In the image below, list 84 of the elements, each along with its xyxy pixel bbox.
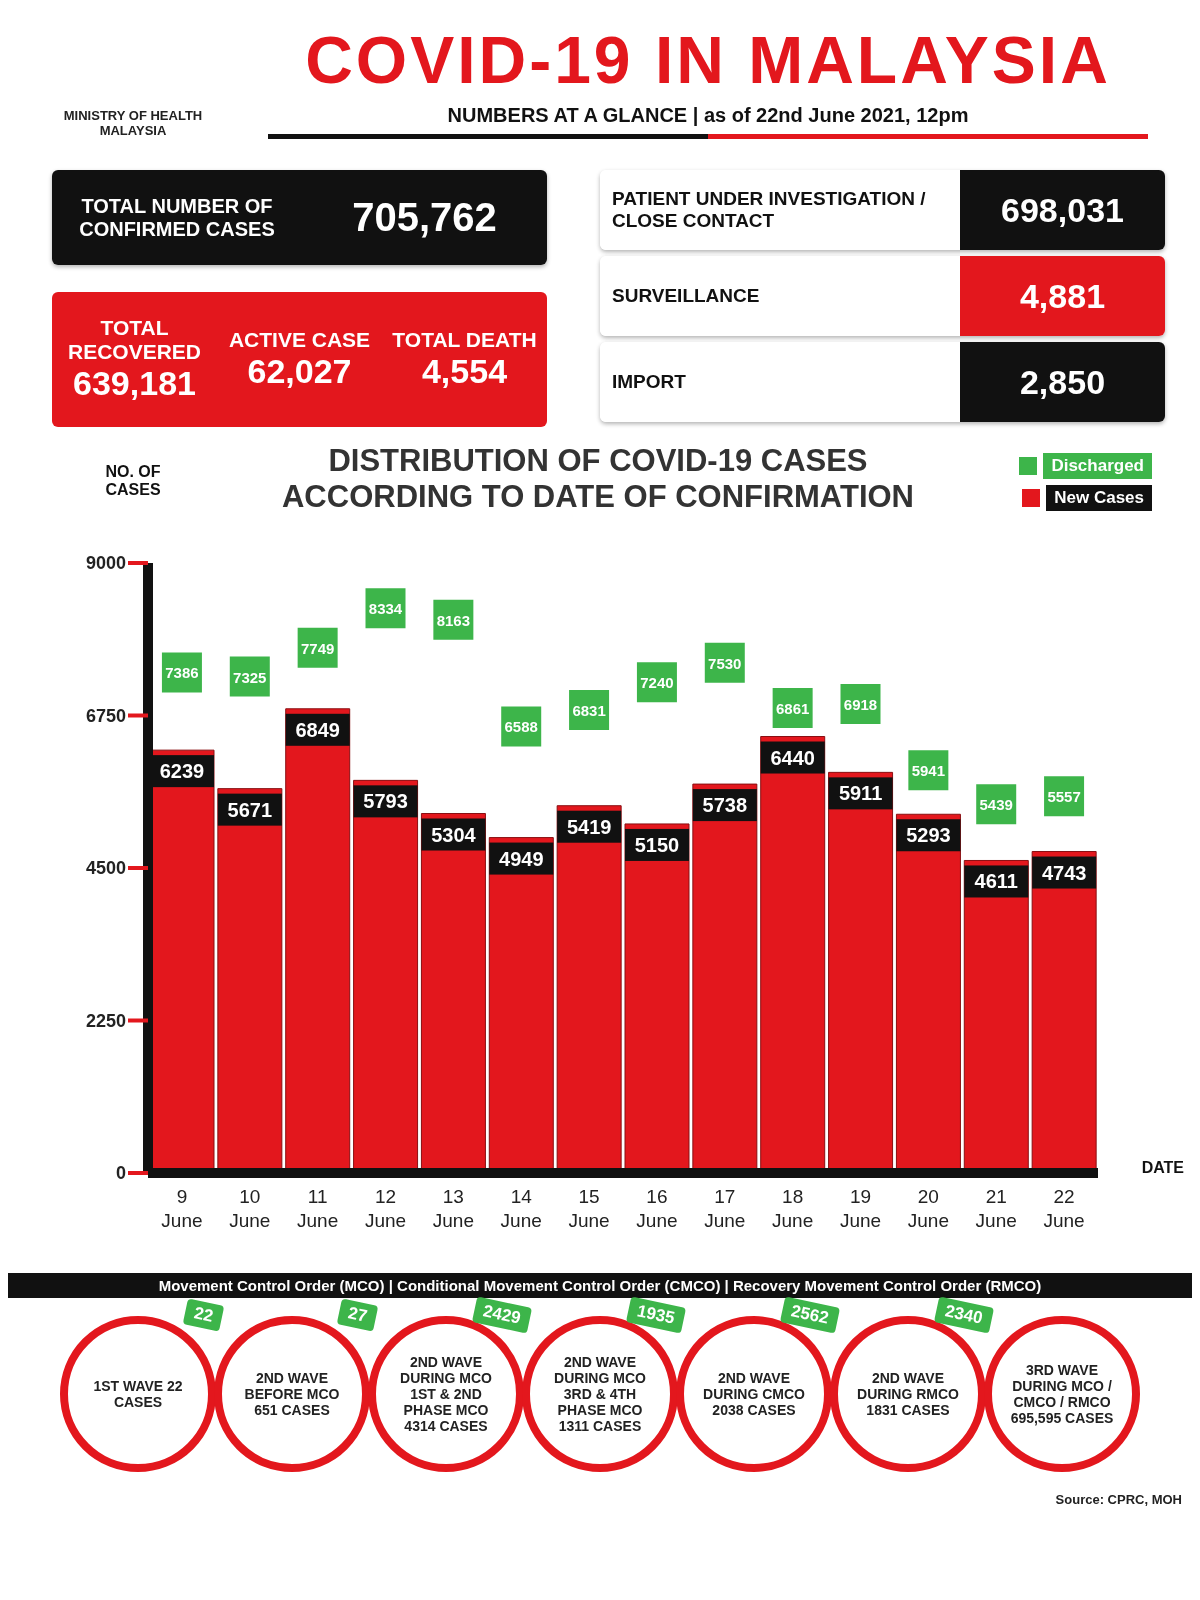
data-label: 6849 xyxy=(295,718,340,741)
y-axis-title: NO. OF CASES xyxy=(104,463,162,499)
x-tick-label: 9 June xyxy=(161,1186,203,1231)
category-label: TOTAL RECOVERED xyxy=(67,316,202,364)
data-label: 7530 xyxy=(708,654,742,672)
data-label: 4611 xyxy=(974,870,1018,893)
text: New Cases xyxy=(1046,485,1152,511)
y-tick-label: 0 xyxy=(115,1163,126,1184)
x-tick-label: 14 June xyxy=(500,1186,542,1231)
category-label: 3RD WAVE DURING MCO / CMCO / RMCO 695,595 CASES xyxy=(1009,1362,1115,1426)
data-label: 7749 xyxy=(300,639,335,657)
y-tick-label: 4500 xyxy=(85,858,126,879)
text: 62,027 xyxy=(247,352,352,390)
x-tick-label: 12 June xyxy=(364,1186,407,1231)
data-label: 5671 xyxy=(227,798,273,821)
category-label: TOTAL DEATH xyxy=(391,328,538,352)
data-label: 7240 xyxy=(640,674,674,692)
category-label: 1ST WAVE 22 CASES xyxy=(92,1378,184,1410)
data-label: 27 xyxy=(336,1298,379,1332)
category-label: 2ND WAVE DURING CMCO 2038 CASES xyxy=(702,1370,806,1418)
data-label: 5793 xyxy=(363,790,408,813)
data-label: 5911 xyxy=(838,782,883,805)
x-tick-label: 18 June xyxy=(772,1186,814,1231)
x-tick-label: 20 June xyxy=(907,1186,949,1231)
data-label: 6918 xyxy=(843,696,878,714)
data-label: 4743 xyxy=(1041,861,1087,884)
data-label: 7325 xyxy=(233,668,267,686)
data-label: 5419 xyxy=(566,815,612,838)
category-label: 2ND WAVE DURING RMCO 1831 CASES xyxy=(856,1370,960,1418)
text: 639,181 xyxy=(73,364,196,402)
data-label: 6861 xyxy=(775,699,810,717)
x-tick-label: 19 June xyxy=(839,1186,882,1231)
text: 698,031 xyxy=(1001,190,1124,229)
y-tick-label: 6750 xyxy=(85,705,126,726)
data-label: 5557 xyxy=(1047,788,1081,806)
text: COVID-19 IN MALAYSIA xyxy=(304,22,1112,98)
data-label: 6831 xyxy=(572,702,606,720)
text: 2,850 xyxy=(1019,362,1106,401)
x-tick-label: 21 June xyxy=(975,1186,1017,1231)
x-tick-label: 22 June xyxy=(1043,1186,1085,1231)
x-tick-label: 15 June xyxy=(568,1186,610,1231)
x-axis-title: DATE xyxy=(1141,1159,1184,1177)
x-tick-label: 11 June xyxy=(297,1186,339,1231)
category-label: PATIENT UNDER INVESTIGATION / CLOSE CONTACT xyxy=(600,170,960,250)
category-label: 2ND WAVE DURING MCO 3RD & 4TH PHASE MCO 1311 CASES xyxy=(553,1354,647,1434)
x-tick-label: 10 June xyxy=(229,1186,271,1231)
data-label: 6440 xyxy=(770,746,815,769)
legend-label: Discharged xyxy=(1043,453,1152,479)
data-label: 7386 xyxy=(165,664,199,682)
data-label: 5738 xyxy=(702,794,748,817)
data-label: 8334 xyxy=(368,600,403,618)
category-label: IMPORT xyxy=(600,342,960,422)
data-label: 6239 xyxy=(159,760,205,783)
data-label: 5941 xyxy=(911,762,946,780)
data-label: 8163 xyxy=(436,611,471,629)
y-tick-label: 2250 xyxy=(85,1010,126,1031)
category-label: 2ND WAVE DURING MCO 1ST & 2ND PHASE MCO 4314 CASES xyxy=(399,1354,493,1434)
x-tick-label: 16 June xyxy=(636,1186,678,1231)
category-label: SURVEILLANCE xyxy=(600,256,960,336)
text: 705,762 xyxy=(352,195,497,239)
data-label: 5293 xyxy=(906,824,951,847)
x-tick-label: 17 June xyxy=(704,1186,746,1231)
text: MINISTRY OF HEALTH MALAYSIA xyxy=(62,108,204,138)
data-label: 5304 xyxy=(431,823,477,846)
data-label: 22 xyxy=(182,1298,225,1332)
category-label: 2ND WAVE BEFORE MCO 651 CASES xyxy=(243,1370,341,1418)
data-label: 6588 xyxy=(504,718,538,736)
data-label: 5439 xyxy=(979,796,1013,814)
chart-title: DISTRIBUTION OF COVID-19 CASES ACCORDING TO DATE OF CONFIRMATION xyxy=(281,443,915,515)
data-label: 4949 xyxy=(499,847,544,870)
data-label: 1935 xyxy=(626,1296,687,1334)
text: NUMBERS AT A GLANCE | as of 22nd June 2021, 12pm xyxy=(446,104,970,127)
text: 4,554 xyxy=(421,352,508,390)
text: Movement Control Order (MCO) | Conditional Movement Control Order (CMCO) | Recovery Movement Control Order (RMCO) xyxy=(8,1273,1192,1298)
category-label: TOTAL NUMBER OF CONFIRMED CASES xyxy=(78,194,276,241)
data-label: 2340 xyxy=(934,1296,995,1334)
text: 4,881 xyxy=(1019,276,1106,315)
data-label: 2429 xyxy=(472,1296,533,1334)
data-label: 5150 xyxy=(634,833,680,856)
source-note: Source: CPRC, MOH xyxy=(1055,1492,1182,1507)
data-label: 2562 xyxy=(780,1296,841,1334)
x-tick-label: 13 June xyxy=(432,1186,474,1231)
y-tick-label: 9000 xyxy=(85,553,126,574)
category-label: ACTIVE CASE xyxy=(227,328,372,352)
